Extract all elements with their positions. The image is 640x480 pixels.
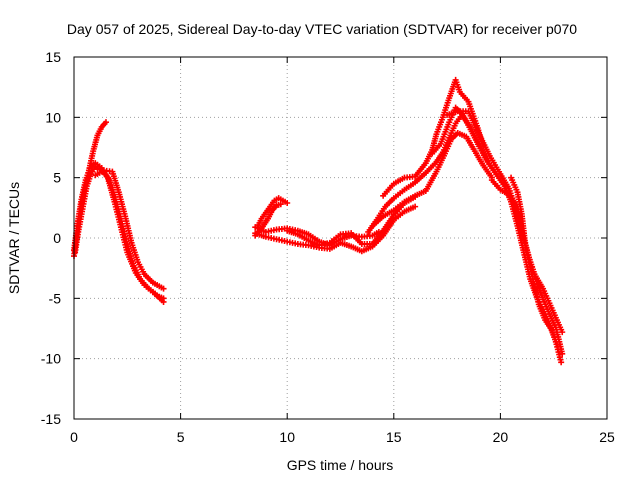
y-tick-label: 0 [53,230,61,246]
y-tick-label: -10 [41,351,61,367]
y-tick-label: -15 [41,411,61,427]
y-tick-label: 5 [53,170,61,186]
x-tick-label: 10 [279,429,295,445]
x-tick-label: 5 [177,429,185,445]
y-tick-label: 10 [45,109,61,125]
x-tick-label: 15 [386,429,402,445]
chart: Day 057 of 2025, Sidereal Day-to-day VTE… [0,0,640,480]
chart-title: Day 057 of 2025, Sidereal Day-to-day VTE… [67,21,577,37]
series-line [432,108,561,363]
x-tick-label: 25 [599,429,615,445]
x-tick-label: 0 [70,429,78,445]
y-tick-label: -5 [49,290,62,306]
plot-area [71,77,565,365]
x-axis-label: GPS time / hours [287,457,394,473]
y-tick-label: 15 [45,49,61,65]
series-track-d [92,167,166,291]
y-axis-label: SDTVAR / TECUs [6,182,22,294]
x-tick-label: 20 [493,429,509,445]
series-track-i [284,194,418,248]
